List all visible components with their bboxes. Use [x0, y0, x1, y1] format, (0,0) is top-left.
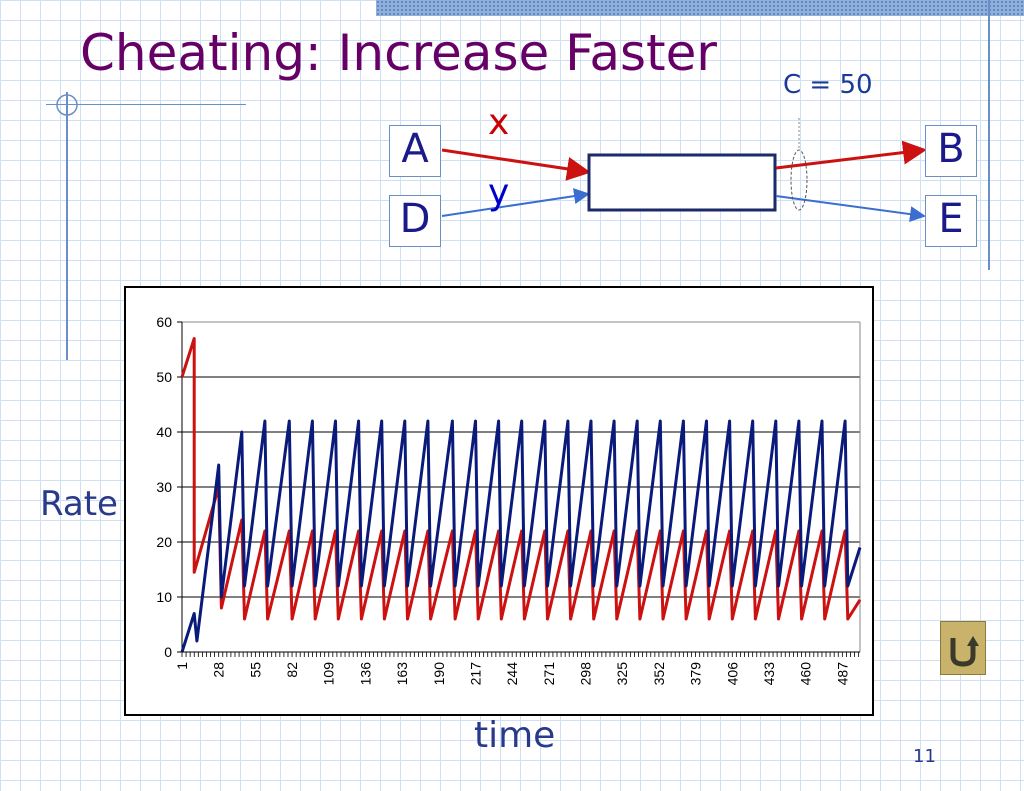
x-tick-label: 379: [688, 662, 704, 686]
flow-x-arrow-out: [775, 140, 927, 170]
node-a: A: [389, 125, 441, 177]
x-tick-label: 325: [614, 662, 630, 686]
capacity-marker: [790, 149, 808, 211]
x-tick-label: 244: [504, 662, 520, 686]
x-tick-label: 82: [284, 662, 300, 678]
crosshair-ornament-icon: [56, 94, 78, 116]
return-arrow-icon: [950, 636, 979, 667]
node-d: D: [389, 195, 441, 247]
x-tick-label: 433: [761, 662, 777, 686]
flow-x-arrow-in: [441, 148, 591, 181]
series-line-1: [180, 337, 862, 621]
x-tick-label: 1: [174, 662, 190, 670]
page-title: Cheating: Increase Faster: [80, 24, 717, 82]
capacity-label: C = 50: [783, 70, 873, 100]
top-decorative-bar: [376, 0, 1024, 16]
x-tick-label: 406: [724, 662, 740, 686]
x-tick-label: 271: [541, 662, 557, 686]
flow-y-arrow-in: [441, 188, 590, 217]
y-tick-label: 0: [164, 644, 172, 660]
x-tick-label: 109: [321, 662, 337, 686]
back-button[interactable]: [940, 621, 986, 675]
x-tick-label: 487: [834, 662, 850, 686]
page-number: 11: [913, 746, 936, 767]
x-tick-label: 136: [357, 662, 373, 686]
flow-y-arrow-out: [775, 195, 926, 223]
y-tick-label: 20: [156, 534, 172, 550]
y-tick-label: 40: [156, 424, 172, 440]
y-tick-label: 60: [156, 314, 172, 330]
y-tick-label: 30: [156, 479, 172, 495]
x-tick-label: 298: [578, 662, 594, 686]
x-tick-label: 28: [211, 662, 227, 678]
x-tick-label: 460: [798, 662, 814, 686]
flow-x-label: x: [488, 102, 510, 143]
title-underline: [46, 104, 246, 105]
x-tick-label: 55: [247, 662, 263, 678]
x-tick-label: 190: [431, 662, 447, 686]
rate-chart: 0 10 20 30 40 50 60 1 28 55 82 109 136 163 190 217 244 27…: [156, 314, 862, 686]
y-tick-label: 10: [156, 589, 172, 605]
node-e: E: [925, 195, 977, 247]
chart-frame: 0 10 20 30 40 50 60 1 28 55 82 109 136 163 190 217 244 27…: [124, 286, 874, 716]
x-tick-label: 352: [651, 662, 667, 686]
x-axis-label: time: [474, 715, 556, 756]
node-b: B: [925, 125, 977, 177]
series-line-2: [180, 419, 862, 653]
y-axis-label: Rate: [40, 484, 118, 524]
router-box: [587, 153, 777, 212]
network-diagram: [441, 118, 927, 223]
flow-y-label: y: [488, 172, 510, 213]
x-tick-label: 163: [394, 662, 410, 686]
x-tick-label: 217: [467, 662, 483, 686]
left-decorative-line: [66, 92, 68, 360]
right-decorative-line: [988, 0, 990, 270]
y-tick-label: 50: [156, 369, 172, 385]
